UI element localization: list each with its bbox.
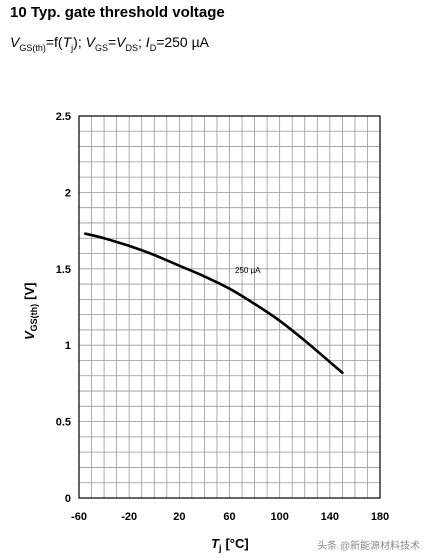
x-tick-label: 140 xyxy=(321,511,339,523)
chart-subtitle: VGS(th)=f(Tj); VGS=VDS; ID=250 µA xyxy=(10,34,210,53)
tick-labels: -60 -20 20 60 100 140 180 0 0.5 1 1.5 2 2.5 xyxy=(56,111,389,523)
watermark: 头条 @新能源材料技术 xyxy=(317,541,420,552)
page-title: 10 Typ. gate threshold voltage xyxy=(10,4,225,21)
x-tick-label: 60 xyxy=(223,511,235,523)
x-tick-label: 100 xyxy=(270,511,288,523)
x-tick-label: -20 xyxy=(121,511,137,523)
x-tick-label: -60 xyxy=(71,511,87,523)
series-label: 250 µA xyxy=(235,266,261,275)
y-tick-label: 0.5 xyxy=(56,417,71,429)
x-tick-label: 180 xyxy=(371,511,389,523)
series-line-250ua xyxy=(84,232,344,374)
y-tick-label: 2 xyxy=(65,187,71,199)
plot-frame xyxy=(78,115,381,499)
y-tick-label: 0 xyxy=(65,493,71,505)
x-axis-title: Tj [°C] xyxy=(211,536,249,553)
x-tick-label: 20 xyxy=(173,511,185,523)
y-tick-label: 2.5 xyxy=(56,111,71,123)
y-tick-label: 1 xyxy=(65,340,71,352)
y-tick-label: 1.5 xyxy=(56,264,71,276)
y-axis-title: VGS(th)[V] xyxy=(22,282,39,340)
grid-lines xyxy=(79,116,380,498)
